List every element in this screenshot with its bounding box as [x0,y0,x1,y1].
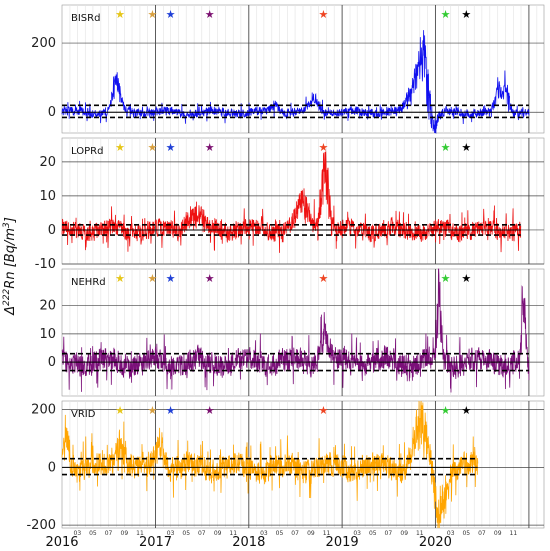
panel-loprd: -10 0 10 20 ★ ★ ★ ★ ★ ★ ★ LOPRd [35,137,545,272]
event-star: ★ [461,404,471,417]
x-tick-label-month: 11 [323,530,331,537]
x-tick-label-month: 09 [121,530,129,537]
event-star: ★ [148,141,158,154]
x-tick-label-month: 05 [462,530,470,537]
event-star: ★ [319,272,329,285]
x-tick-label-month: 11 [416,530,424,537]
event-star: ★ [319,141,329,154]
event-star: ★ [461,272,471,285]
event-star: ★ [205,404,215,417]
x-tick-label-month: 07 [478,530,486,537]
x-tick-label-month: 11 [510,530,518,537]
event-star: ★ [319,404,329,417]
y-tick-label: -10 [35,257,56,272]
event-star: ★ [461,8,471,21]
event-star: ★ [441,141,451,154]
y-tick-label: 0 [48,355,56,370]
y-tick-label: 0 [48,223,56,238]
y-tick-label: -200 [26,518,56,533]
x-tick-label-year: 2018 [232,535,265,550]
panel-nehrd: 0 10 20 ★ ★ ★ ★ ★ ★ ★ NEHRd [39,268,545,397]
x-tick-label-month: 09 [214,530,222,537]
x-tick-label-month: 09 [400,530,408,537]
panel-title: BISRd [71,13,100,24]
x-tick-label-month: 05 [89,530,97,537]
event-star: ★ [115,404,125,417]
x-tick-label-year: 2016 [45,535,78,550]
x-tick-label-month: 07 [198,530,206,537]
y-axis-label-part: Rn [Bq/m [3,228,18,289]
x-tick-label-month: 07 [105,530,113,537]
x-tick-label-year: 2017 [139,535,172,550]
panel-title: NEHRd [71,277,106,288]
panel-title: LOPRd [71,146,103,157]
event-star: ★ [205,8,215,21]
y-axis-label-part: ] [3,217,18,223]
x-tick-label-month: 05 [369,530,377,537]
event-star: ★ [205,272,215,285]
x-tick-label-month: 03 [167,530,175,537]
event-star: ★ [441,404,451,417]
event-star: ★ [319,8,329,21]
y-axis-label: Δ222Rn [Bq/m3] [2,217,18,316]
event-star: ★ [115,141,125,154]
x-tick-label-month: 07 [291,530,299,537]
event-star: ★ [441,272,451,285]
y-tick-label: 10 [39,189,56,204]
x-tick-label-month: 05 [182,530,190,537]
y-axis-label-sup: 222 [2,288,12,305]
panel-title: VRID [71,409,96,420]
event-star: ★ [115,8,125,21]
x-tick-label-month: 03 [447,530,455,537]
event-star: ★ [461,141,471,154]
x-tick-label-month: 11 [136,530,144,537]
y-tick-label: 10 [39,327,56,342]
y-axis-label-sup: 3 [2,222,12,228]
x-tick-label-month: 11 [229,530,237,537]
event-star: ★ [148,272,158,285]
panel-bisrd: 0 200 ★ ★ ★ ★ ★ ★ ★ BISRd [31,4,545,134]
y-tick-label: 20 [39,299,56,314]
x-tick-label-month: 09 [307,530,315,537]
x-tick-label-month: 09 [494,530,502,537]
series-line-loprd [61,151,522,253]
x-tick-label-month: 03 [353,530,361,537]
event-star: ★ [166,8,176,21]
event-star: ★ [148,8,158,21]
event-star: ★ [205,141,215,154]
event-star: ★ [115,272,125,285]
panel-vrid: -200 0 200 ★ ★ ★ ★ ★ ★ ★ VRID [26,400,545,533]
y-tick-label: 0 [48,105,56,120]
y-tick-label: 200 [31,403,56,418]
x-tick-label-month: 03 [260,530,268,537]
event-star: ★ [441,8,451,21]
event-star: ★ [166,272,176,285]
event-star: ★ [166,141,176,154]
x-tick-label-year: 2020 [419,535,452,550]
x-tick-label-month: 05 [276,530,284,537]
event-star: ★ [148,404,158,417]
y-tick-label: 20 [39,155,56,170]
x-tick-label-month: 03 [74,530,82,537]
y-tick-label: 0 [48,460,56,475]
event-star: ★ [166,404,176,417]
y-tick-label: 200 [31,36,56,51]
x-tick-label-year: 2019 [326,535,359,550]
series-line-nehrd [61,268,530,393]
series-line-vrid [61,400,479,529]
x-tick-label-month: 07 [385,530,393,537]
y-axis-label-part: Δ [3,306,18,316]
